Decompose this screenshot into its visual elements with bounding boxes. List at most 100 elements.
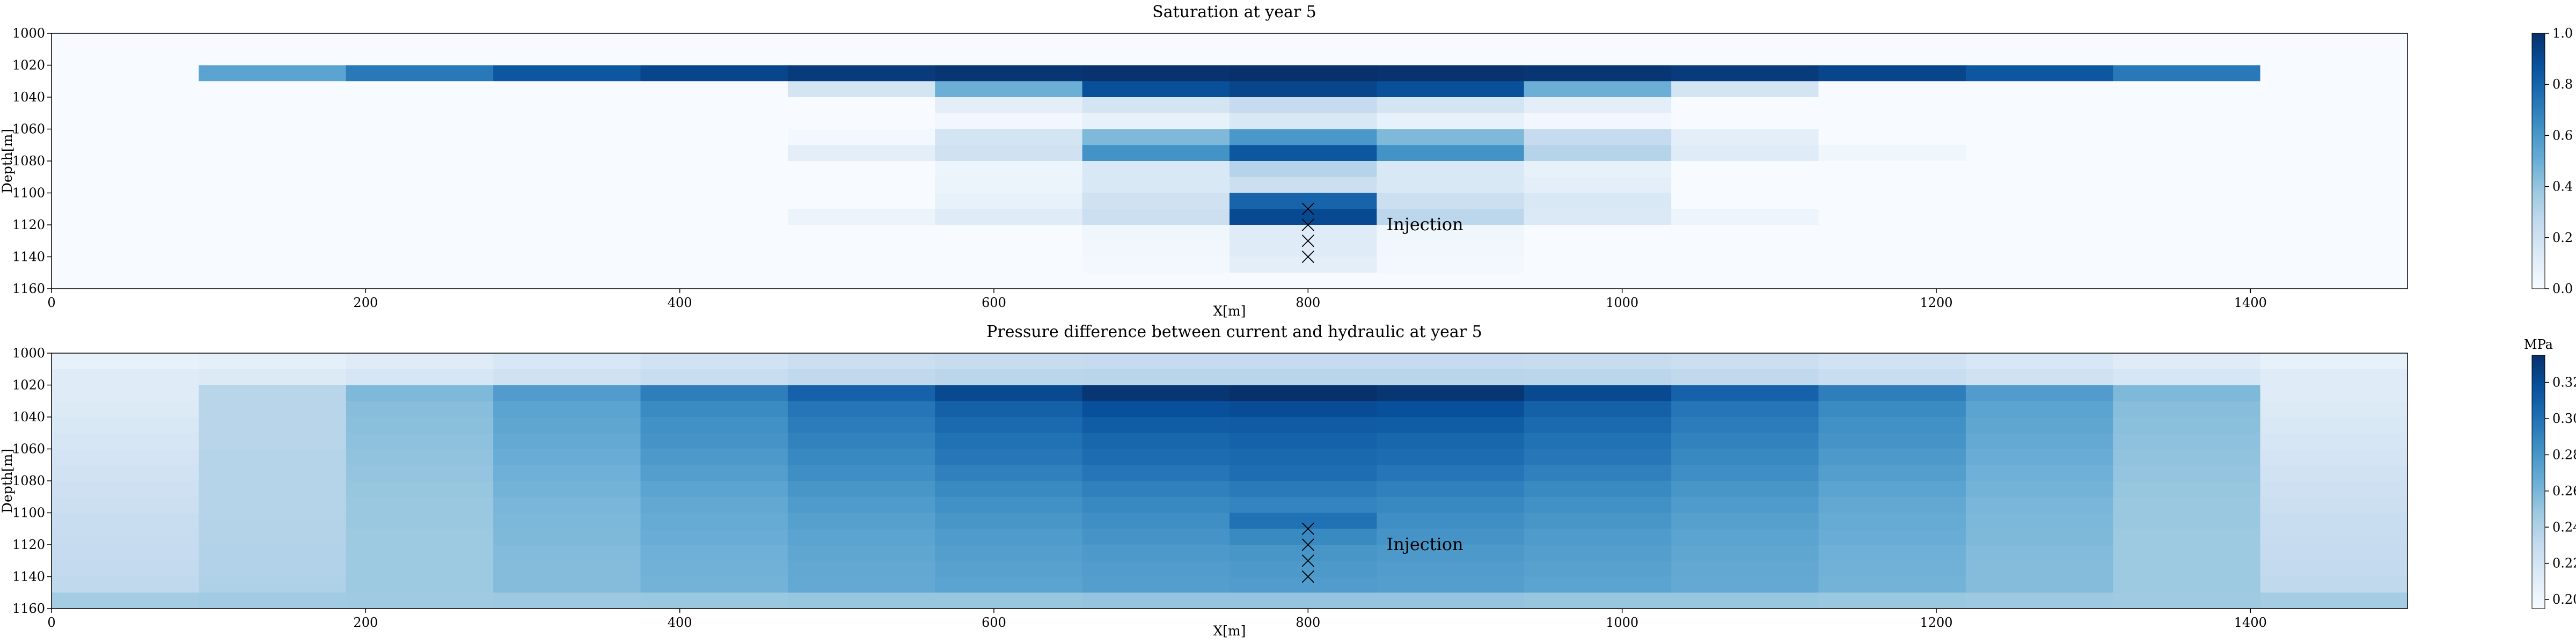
heatmap-cell	[493, 513, 641, 529]
heatmap-cell	[1965, 177, 2113, 194]
heatmap-cell	[346, 177, 494, 194]
heatmap-cell	[1230, 401, 1377, 418]
heatmap-cell	[2113, 576, 2261, 593]
heatmap-cell	[935, 257, 1083, 273]
heatmap-cell	[2260, 513, 2408, 529]
heatmap-cell	[199, 97, 347, 114]
heatmap-cell	[787, 417, 935, 434]
heatmap-cell	[787, 177, 935, 194]
heatmap-cell	[1671, 193, 1819, 209]
heatmap-cell	[2113, 481, 2261, 497]
heatmap-cell	[1965, 417, 2113, 434]
heatmap-cell	[1082, 417, 1230, 434]
heatmap-cell	[1671, 529, 1819, 545]
heatmap-cell	[52, 417, 199, 434]
heatmap-cell	[493, 257, 641, 273]
heatmap-cell	[1671, 449, 1819, 465]
heatmap-cell	[935, 433, 1083, 450]
heatmap-cell	[1524, 257, 1672, 273]
heatmap-cell	[1524, 465, 1672, 481]
heatmap-cell	[199, 545, 347, 561]
heatmap-cell	[2260, 417, 2408, 434]
heatmap-cell	[1082, 161, 1230, 178]
heatmap-cell	[2113, 545, 2261, 561]
heatmap-cell	[1818, 353, 1966, 370]
heatmap-cell	[1524, 113, 1672, 130]
heatmap-cell	[1230, 177, 1377, 194]
injection-markers	[1301, 202, 1314, 264]
heatmap-cell	[346, 273, 494, 289]
heatmap-cell	[346, 465, 494, 481]
heatmap-cell	[346, 65, 494, 82]
heatmap-cell	[787, 129, 935, 145]
heatmap-cell	[346, 592, 494, 609]
heatmap-cell	[346, 576, 494, 593]
heatmap-cell	[199, 273, 347, 289]
heatmap-cell	[493, 113, 641, 130]
heatmap-cell	[1965, 257, 2113, 273]
heatmap-cell	[199, 369, 347, 386]
heatmap-cell	[2260, 145, 2408, 162]
heatmap-cell	[2260, 81, 2408, 98]
heatmap-cell	[199, 481, 347, 497]
heatmap-cell	[199, 209, 347, 225]
heatmap-cell	[787, 225, 935, 241]
heatmap-cell	[52, 193, 199, 209]
heatmap-cell	[2113, 33, 2261, 50]
heatmap-cell	[1230, 481, 1377, 497]
heatmap-cell	[1377, 592, 1525, 609]
injection-marker	[1301, 235, 1314, 247]
heatmap-cell	[787, 369, 935, 386]
heatmap-cell	[787, 97, 935, 114]
heatmap-cell	[640, 65, 788, 82]
heatmap-cell	[2260, 193, 2408, 209]
heatmap-cell	[1082, 49, 1230, 66]
heatmap-cell	[1818, 496, 1966, 514]
heatmap-cell	[1524, 496, 1672, 514]
heatmap-cell	[1965, 97, 2113, 114]
heatmap-cell	[1524, 33, 1672, 50]
heatmap-cell	[640, 465, 788, 481]
heatmap-cell	[1524, 433, 1672, 450]
heatmap-cell	[1965, 513, 2113, 529]
heatmap-cell	[1671, 65, 1819, 82]
heatmap-cell	[493, 417, 641, 434]
heatmap-cell	[346, 433, 494, 450]
heatmap-cell	[52, 65, 199, 82]
heatmap-cell	[1818, 273, 1966, 289]
heatmap-cell	[2260, 97, 2408, 114]
heatmap-cell	[640, 81, 788, 98]
heatmap-cell	[640, 449, 788, 465]
y-tick-label: 1160	[12, 601, 45, 616]
heatmap-cell	[935, 273, 1083, 289]
heatmap-cells	[52, 353, 2408, 609]
colorbar-tick-label: 0.28	[2552, 447, 2576, 462]
heatmap-cell	[1671, 240, 1819, 258]
heatmap-cell	[1818, 225, 1966, 241]
heatmap-cell	[787, 240, 935, 258]
heatmap-cell	[2113, 225, 2261, 241]
heatmap-cell	[199, 529, 347, 545]
y-axis: 1000 1020 1040 1060 1080 1100 1120 1140 1160	[12, 346, 52, 616]
heatmap-cell	[640, 417, 788, 434]
heatmap-cell	[1671, 592, 1819, 609]
y-tick-label: 1160	[12, 281, 45, 296]
heatmap-cell	[640, 592, 788, 609]
heatmap-cell	[2260, 449, 2408, 465]
heatmap-cell	[52, 81, 199, 98]
x-tick-label: 1200	[1920, 295, 1952, 310]
heatmap-cell	[1965, 545, 2113, 561]
heatmap-cell	[787, 49, 935, 66]
heatmap-cell	[787, 145, 935, 162]
heatmap-cell	[1377, 177, 1525, 194]
heatmap-cell	[1377, 273, 1525, 289]
heatmap-cell	[1377, 145, 1525, 162]
heatmap-cell	[52, 433, 199, 450]
heatmap-cell	[1082, 513, 1230, 529]
heatmap-cell	[2260, 257, 2408, 273]
heatmap-cell	[199, 193, 347, 209]
heatmap-cell	[2260, 129, 2408, 145]
heatmap-cell	[640, 560, 788, 577]
heatmap-cell	[1377, 401, 1525, 418]
heatmap-cell	[2113, 449, 2261, 465]
